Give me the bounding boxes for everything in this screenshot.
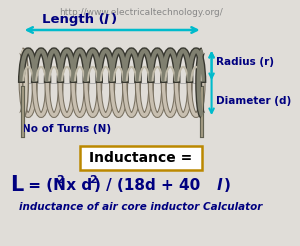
Text: ): ) xyxy=(111,14,117,27)
Text: = (N: = (N xyxy=(22,178,65,193)
Text: l: l xyxy=(103,14,108,27)
Text: ) / (18d + 40: ) / (18d + 40 xyxy=(94,178,200,193)
Text: l: l xyxy=(216,178,221,193)
Text: Inductance =: Inductance = xyxy=(89,151,193,165)
Text: 2: 2 xyxy=(56,175,64,185)
Text: L: L xyxy=(10,175,23,195)
Text: x d: x d xyxy=(61,178,93,193)
FancyBboxPatch shape xyxy=(80,146,202,170)
Text: Radius (r): Radius (r) xyxy=(216,57,274,67)
Text: Diameter (d): Diameter (d) xyxy=(216,95,291,106)
Text: http://www.electricaltechnology.org/: http://www.electricaltechnology.org/ xyxy=(59,8,223,17)
Text: ): ) xyxy=(224,178,231,193)
Text: 2: 2 xyxy=(89,175,97,185)
Text: No of Turns (N): No of Turns (N) xyxy=(22,124,111,134)
Text: Length (: Length ( xyxy=(42,14,105,27)
Text: inductance of air core inductor Calculator: inductance of air core inductor Calculat… xyxy=(20,202,263,212)
